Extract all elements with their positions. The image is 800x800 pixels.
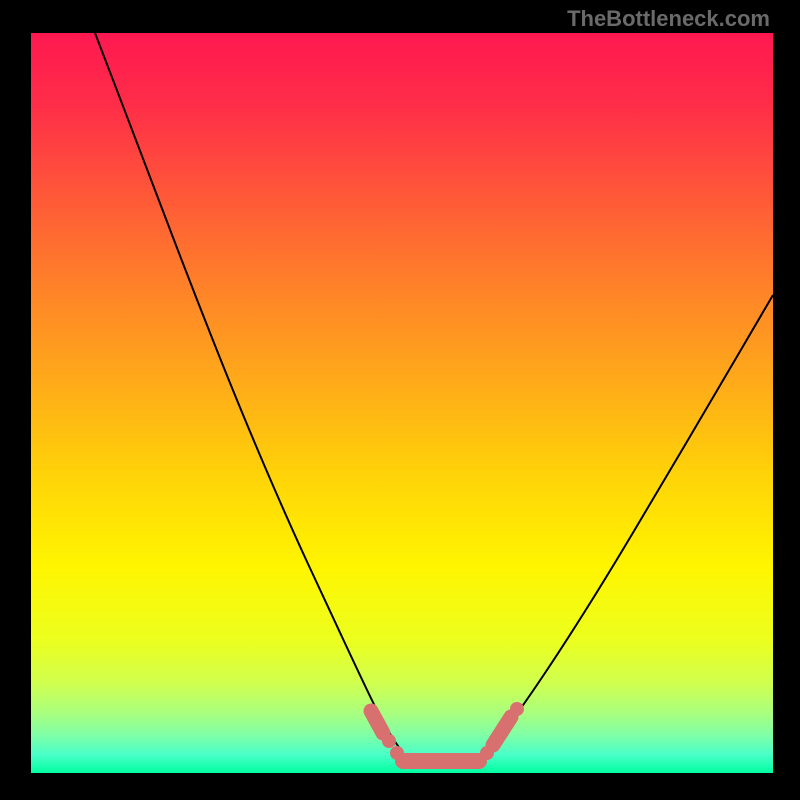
marker-segment bbox=[371, 711, 383, 733]
figure-root: TheBottleneck.com bbox=[0, 0, 800, 800]
marker-segment bbox=[493, 717, 511, 745]
marker-group bbox=[371, 702, 524, 761]
marker-dot bbox=[382, 734, 396, 748]
watermark-text: TheBottleneck.com bbox=[567, 6, 770, 32]
plot-area bbox=[30, 32, 772, 772]
marker-dot bbox=[510, 702, 524, 716]
right-curve bbox=[487, 295, 773, 753]
curve-layer bbox=[31, 33, 773, 773]
left-curve bbox=[95, 33, 403, 753]
